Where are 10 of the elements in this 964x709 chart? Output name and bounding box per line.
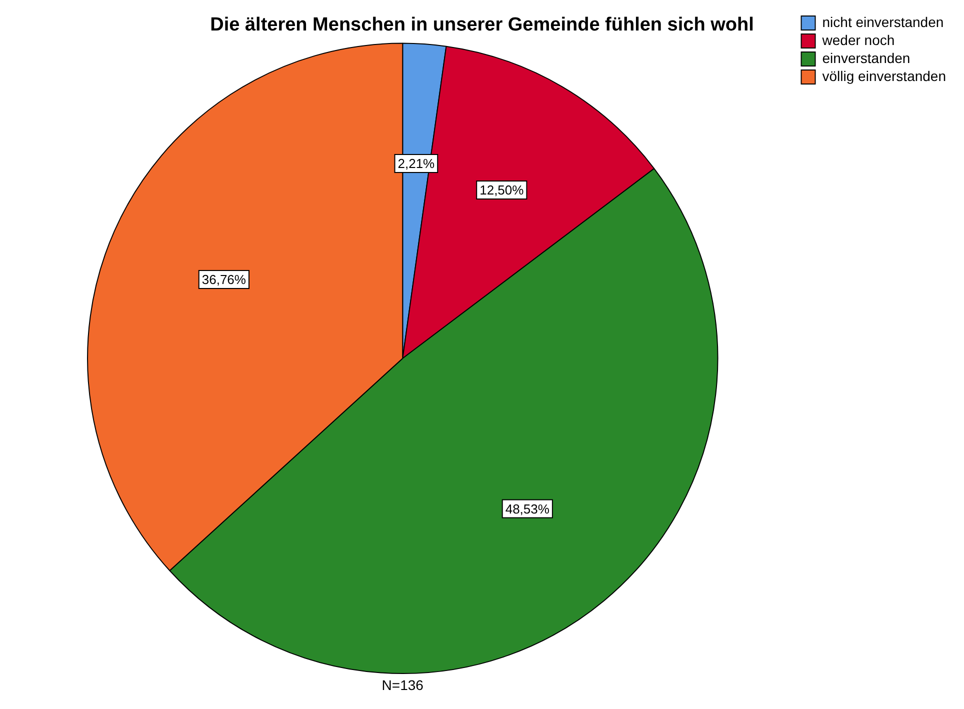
legend-label: völlig einverstanden	[822, 68, 946, 84]
legend-label: nicht einverstanden	[822, 14, 944, 30]
legend-label: einverstanden	[822, 50, 910, 66]
data-label: 48,53%	[505, 501, 550, 516]
legend-label: weder noch	[821, 32, 895, 48]
data-label: 36,76%	[202, 272, 246, 288]
text: N=136	[382, 676, 424, 693]
data-label: 2,21%	[398, 156, 436, 172]
data-label: 12,50%	[480, 182, 524, 198]
chart-title: Die älteren Menschen in unserer Gemeinde fühlen sich wohl	[210, 14, 754, 36]
